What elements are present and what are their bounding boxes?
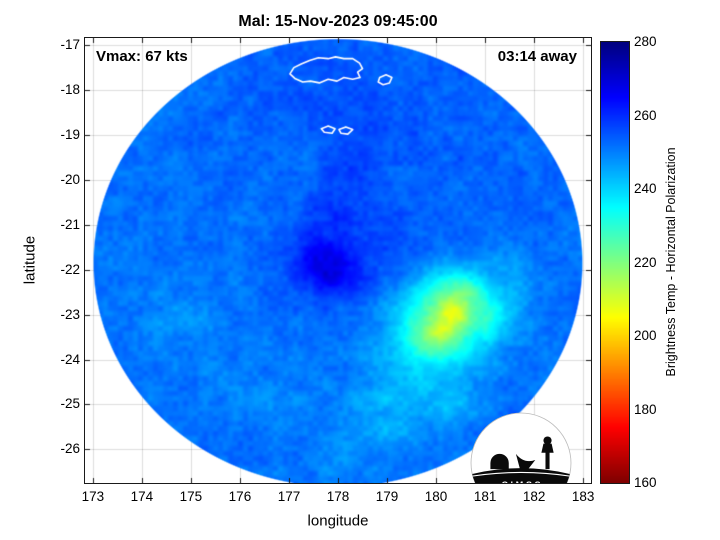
antenna-tower-icon bbox=[541, 443, 554, 470]
antenna-top-icon bbox=[543, 436, 552, 445]
x-tick-label: 173 bbox=[81, 489, 105, 504]
plot-area: Vmax: 67 kts 03:14 away C I M S S bbox=[84, 37, 592, 484]
satellite-dish-icon bbox=[515, 453, 536, 470]
x-tick-label: 178 bbox=[326, 489, 350, 504]
vmax-annotation: Vmax: 67 kts bbox=[96, 48, 188, 65]
y-tick-label: -24 bbox=[60, 351, 80, 367]
x-tick-label: 179 bbox=[375, 489, 399, 504]
x-tick-label: 176 bbox=[228, 489, 252, 504]
colorbar-tick-label: 240 bbox=[634, 181, 657, 196]
y-tick-label: -17 bbox=[60, 37, 80, 53]
x-tick-label: 175 bbox=[179, 489, 203, 504]
x-axis-label: longitude bbox=[307, 512, 369, 530]
colorbar-tick-label: 180 bbox=[634, 401, 657, 417]
y-tick-label: -25 bbox=[60, 396, 80, 412]
colorbar-tick-label: 280 bbox=[634, 34, 657, 49]
x-tick-label: 183 bbox=[571, 489, 595, 504]
x-tick-label: 177 bbox=[277, 489, 301, 504]
colorbar-tick-label: 200 bbox=[634, 328, 657, 343]
y-tick-label: -22 bbox=[60, 261, 80, 277]
cimss-logo-text: C I M S S bbox=[501, 480, 540, 484]
plot-title: Mal: 15-Nov-2023 09:45:00 bbox=[238, 13, 438, 30]
colorbar-label: Brightness Temp - Horizontal Polarizatio… bbox=[664, 147, 678, 377]
colorbar-tick-label: 220 bbox=[634, 254, 657, 270]
cimss-logo: C I M S S bbox=[470, 412, 572, 484]
observatory-ground-silhouette bbox=[471, 468, 571, 480]
x-tick-label: 180 bbox=[424, 489, 448, 504]
x-tick-label: 181 bbox=[473, 489, 497, 504]
colorbar-gradient bbox=[601, 42, 629, 483]
x-tick-label: 174 bbox=[130, 489, 154, 504]
logo-separator-arc bbox=[471, 471, 571, 477]
satellite-image-canvas bbox=[85, 38, 591, 483]
y-tick-label: -26 bbox=[60, 441, 80, 457]
y-tick-label: -23 bbox=[60, 306, 80, 322]
colorbar bbox=[600, 41, 630, 484]
y-tick-label: -19 bbox=[60, 126, 80, 142]
logo-text-band bbox=[471, 478, 571, 483]
observatory-dome-icon bbox=[490, 453, 509, 470]
x-tick-label: 182 bbox=[522, 489, 546, 504]
y-tick-label: -20 bbox=[60, 171, 80, 187]
y-tick-label: -18 bbox=[60, 82, 80, 98]
colorbar-tick-label: 160 bbox=[634, 475, 657, 490]
y-tick-label: -21 bbox=[60, 216, 80, 232]
eta-annotation: 03:14 away bbox=[497, 48, 577, 65]
colorbar-tick-label: 260 bbox=[634, 107, 657, 123]
